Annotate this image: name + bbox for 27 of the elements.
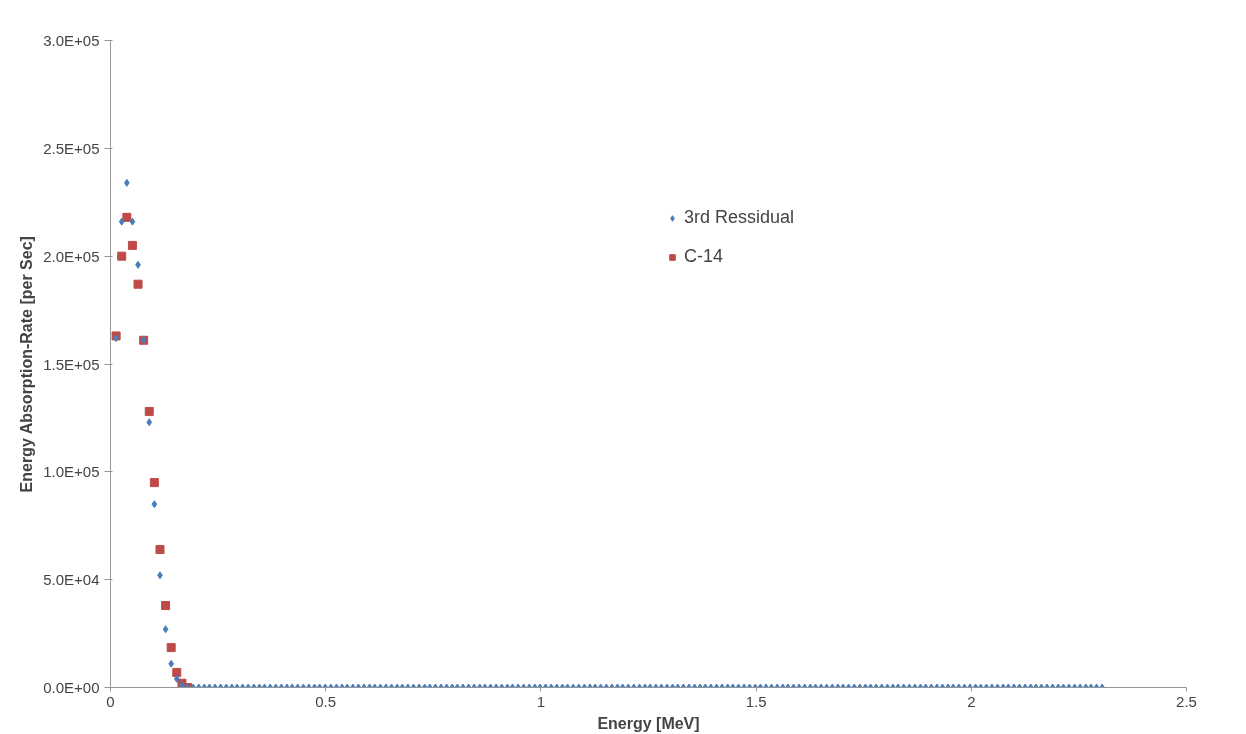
x-tick-label: 2 xyxy=(967,692,976,710)
y-tick-label: 1.5E+05 xyxy=(43,355,100,373)
point xyxy=(117,251,127,261)
point xyxy=(127,240,137,250)
point xyxy=(161,601,171,611)
point xyxy=(172,667,182,677)
y-tick-label: 1.0E+05 xyxy=(43,463,100,481)
y-tick-label: 3.0E+05 xyxy=(43,32,100,49)
x-tick-label: 1 xyxy=(536,692,546,710)
x-tick-label: 0 xyxy=(106,692,115,710)
x-tick-label: 1.5 xyxy=(745,692,767,710)
legend-label: 3rd Ressidual xyxy=(684,207,795,228)
point xyxy=(144,406,154,416)
x-axis-title: Energy [MeV] xyxy=(597,714,700,732)
point xyxy=(166,643,176,653)
point xyxy=(122,212,132,222)
legend-label: C-14 xyxy=(684,246,724,267)
y-tick-label: 0.0E+00 xyxy=(43,679,100,696)
point xyxy=(155,544,165,554)
x-tick-label: 0.5 xyxy=(315,692,337,710)
y-axis-title: Energy Absorption-Rate [per Sec] xyxy=(18,236,36,493)
y-tick-label: 2.5E+05 xyxy=(43,139,100,157)
y-tick-label: 5.0E+04 xyxy=(43,571,100,589)
point xyxy=(133,279,143,289)
y-tick-label: 2.0E+05 xyxy=(43,247,100,265)
x-tick-label: 2.5 xyxy=(1176,692,1197,710)
point xyxy=(149,478,159,488)
